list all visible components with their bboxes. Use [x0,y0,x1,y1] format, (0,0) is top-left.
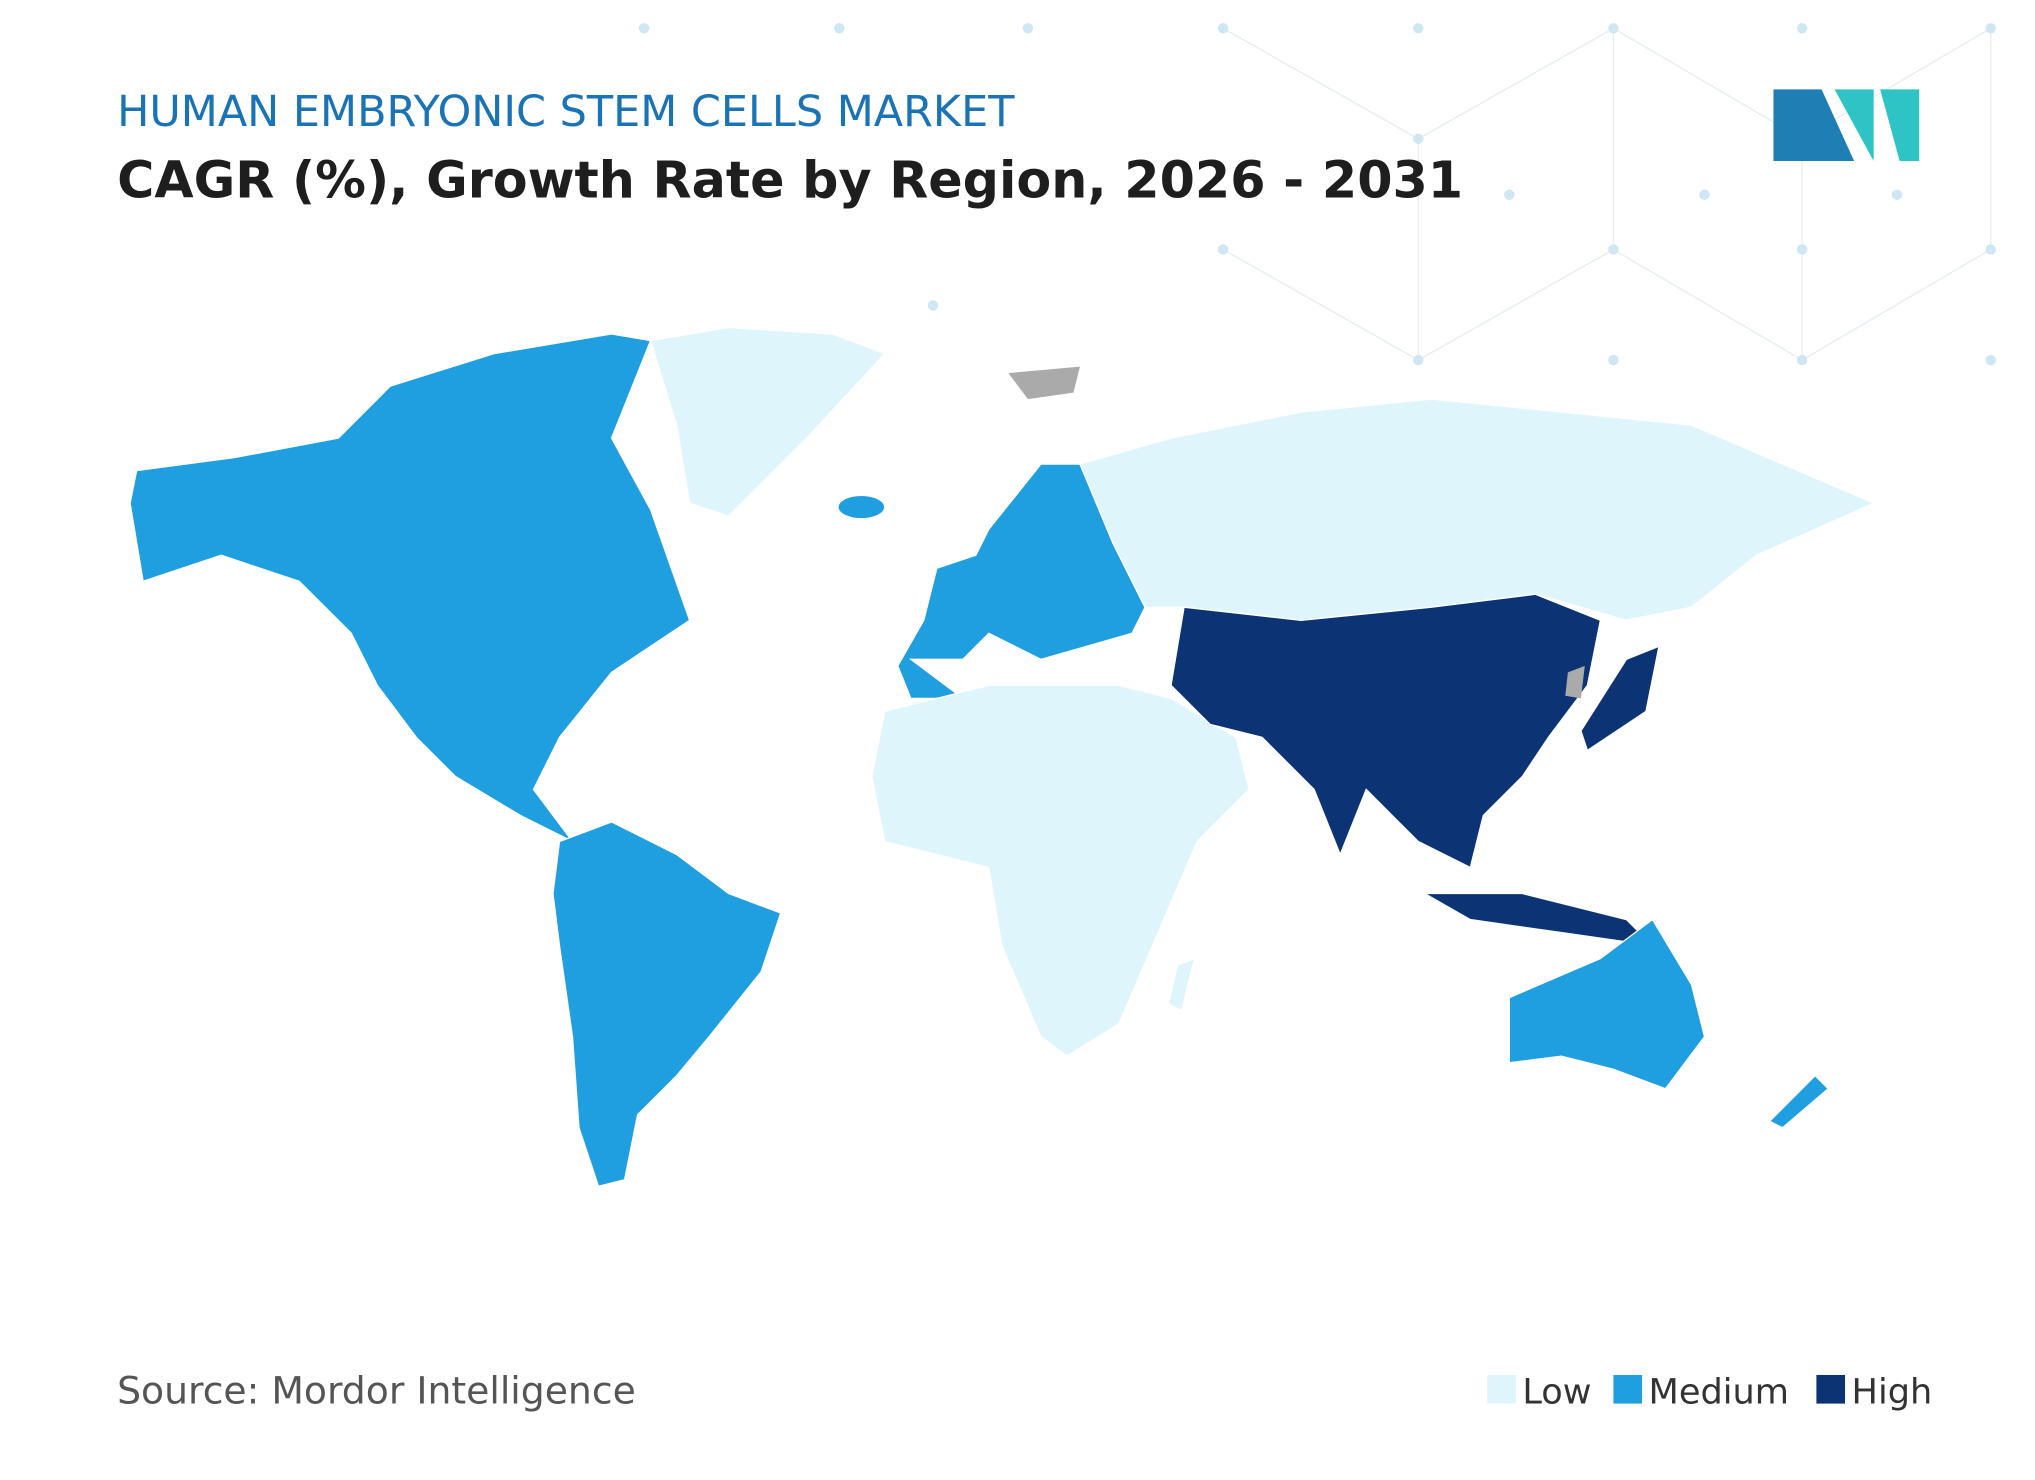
new-zealand [1768,1074,1830,1129]
madagascar [1167,957,1196,1012]
north-america [129,333,691,843]
japan [1580,645,1660,752]
title: HUMAN EMBRYONIC STEM CELLS MARKET [117,87,1015,137]
no-data-region [1565,665,1585,699]
legend-swatch [1487,1374,1516,1404]
legend-label: Medium [1649,1372,1789,1413]
source: Source: Mordor Intelligence [117,1369,636,1413]
europe [897,463,1146,700]
australia [1508,918,1706,1090]
legend-swatch [1613,1374,1643,1404]
legend-label: Low [1522,1372,1591,1413]
russia [1079,398,1876,621]
iceland [837,494,886,520]
greenland [649,326,886,517]
no-data-region [1008,366,1080,400]
legend: Low Medium High [1487,1372,1932,1413]
legend-label: High [1852,1372,1933,1413]
south-america [552,821,782,1188]
asia [1170,593,1602,869]
legend-swatch [1816,1374,1846,1404]
world-map [129,326,1876,1188]
logo [1773,89,1920,161]
southeast-asia-islands [1422,892,1655,947]
subtitle: CAGR (%), Growth Rate by Region, 2026 - … [117,150,1463,209]
africa-middle-east [871,684,1250,1057]
background-pattern [638,23,1996,366]
